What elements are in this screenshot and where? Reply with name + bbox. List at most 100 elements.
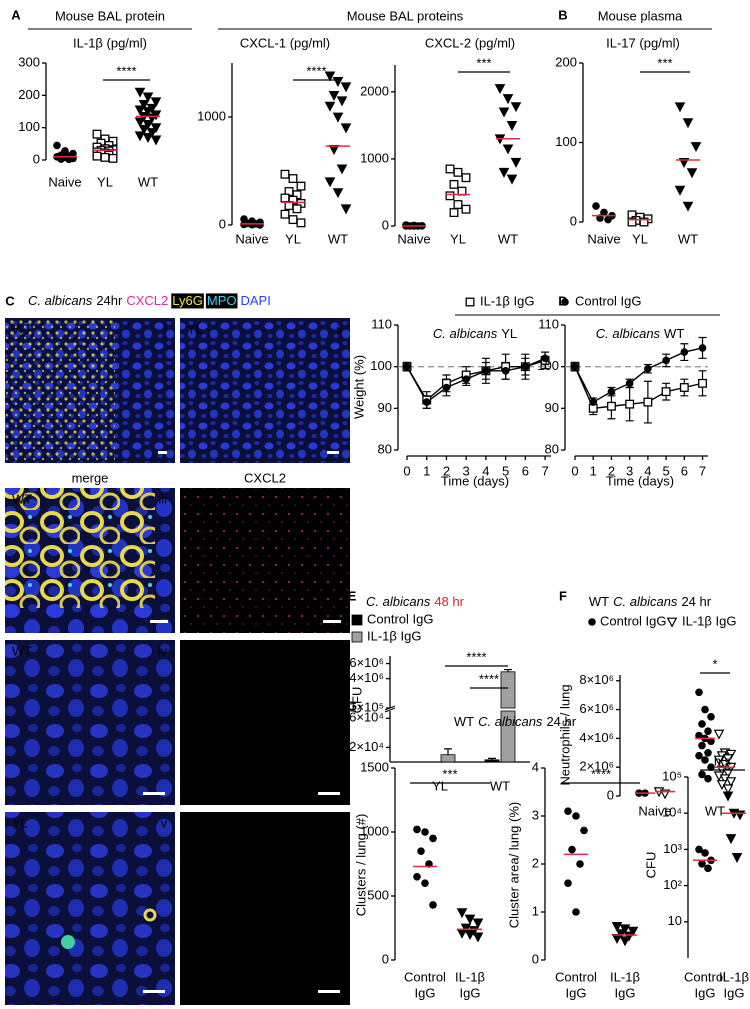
- data-point: [698, 344, 707, 352]
- data-point: [92, 129, 102, 139]
- x-tick-label: WT: [678, 231, 698, 246]
- x-tick-label: 1: [590, 463, 597, 478]
- micrograph-cell: [61, 935, 75, 949]
- data-point: [100, 152, 110, 162]
- data-point: [521, 362, 530, 371]
- error-bar: [504, 668, 512, 672]
- data-point: [682, 118, 694, 129]
- data-point: [462, 375, 470, 383]
- data-point: [572, 908, 580, 916]
- data-point: [661, 387, 671, 397]
- x-tick-label: Control: [404, 969, 446, 984]
- data-point: [592, 202, 600, 210]
- x-tick-label: WT: [498, 231, 518, 246]
- y-tick-label: 110: [538, 316, 559, 331]
- title-part: WT: [589, 594, 609, 609]
- data-point: [600, 208, 608, 217]
- x-tick-label: YL: [97, 174, 113, 189]
- x-tick-label: 1: [423, 463, 430, 478]
- title: C. albicans YL: [433, 326, 517, 341]
- data-point: [453, 167, 463, 177]
- x-tick-label: 3: [463, 463, 470, 478]
- panel-label: E: [348, 588, 357, 603]
- data-point: [701, 756, 709, 764]
- data-point: [248, 220, 256, 229]
- micrograph: [180, 812, 350, 1005]
- legend-marker: [588, 618, 596, 626]
- y-tick-label: 8×10⁶: [579, 672, 614, 687]
- data-point: [453, 200, 463, 209]
- tile-index: iii: [158, 491, 167, 506]
- data-point: [725, 834, 737, 845]
- data-point: [704, 727, 712, 735]
- legend-swatch: [351, 631, 363, 643]
- data-point: [722, 791, 734, 802]
- data-point: [138, 124, 150, 135]
- legend-marker: [666, 617, 678, 628]
- data-point: [701, 849, 709, 857]
- y-tick-label: 2×10⁴: [349, 739, 384, 754]
- data-point: [502, 144, 514, 155]
- panel-label: B: [558, 7, 567, 22]
- x-tick-label: Naive: [397, 231, 430, 246]
- data-point: [464, 929, 476, 940]
- y-axis-label: CXCL-2 (pg/ml): [425, 35, 515, 50]
- title-part: C. albicans: [478, 714, 543, 729]
- legend-marker: [561, 298, 569, 306]
- significance-label: ****: [479, 671, 499, 686]
- data-point: [704, 748, 712, 757]
- data-point: [340, 204, 352, 215]
- data-point: [324, 101, 336, 112]
- data-point: [506, 120, 518, 131]
- y-tick-label: 100: [537, 358, 559, 373]
- data-point: [292, 204, 302, 214]
- x-tick-label: 7: [699, 463, 706, 478]
- data-point: [142, 107, 154, 118]
- data-point: [280, 169, 290, 179]
- data-point: [607, 387, 616, 396]
- x-axis-label: Time (days): [606, 473, 674, 488]
- data-point: [146, 128, 158, 139]
- data-point: [501, 367, 510, 375]
- x-tick-label: 6: [681, 463, 688, 478]
- x-tick-label: YL: [450, 231, 466, 246]
- data-point: [482, 367, 490, 375]
- y-tick-label: 0: [382, 951, 389, 966]
- y-tick-label: 2×10⁶: [579, 759, 614, 774]
- data-point: [611, 933, 623, 944]
- data-point: [589, 398, 598, 406]
- legend-label: IL-1β IgG: [682, 613, 736, 628]
- y-tick-label: 0: [570, 213, 577, 228]
- x-tick-label: IgG: [566, 985, 587, 1000]
- data-point: [456, 908, 468, 919]
- title-part: C. albicans: [596, 326, 661, 341]
- data-point: [53, 141, 61, 150]
- title-part: C. albicans: [613, 594, 678, 609]
- y-tick-label: 0: [382, 217, 389, 232]
- data-point: [336, 96, 348, 107]
- legend-label: IL-1β IgG: [480, 293, 534, 308]
- axis-break: [384, 705, 396, 713]
- data-point: [422, 398, 431, 406]
- significance-label: *: [712, 656, 717, 671]
- y-tick-label: 10³: [663, 841, 682, 856]
- data-point: [713, 729, 725, 740]
- data-point: [256, 221, 264, 229]
- x-tick-label: IgG: [724, 985, 745, 1000]
- title: C. albicans 48 hr: [366, 594, 465, 609]
- data-point: [134, 87, 146, 98]
- tile-index: i: [164, 321, 167, 336]
- data-point: [564, 807, 572, 815]
- tile-label: YL: [12, 815, 28, 830]
- data-point: [662, 356, 670, 365]
- x-tick-label: 0: [403, 463, 410, 478]
- y-axis-label: IL-1β (pg/ml): [73, 35, 147, 50]
- data-point: [138, 99, 150, 110]
- data-point: [472, 918, 484, 929]
- data-point: [682, 201, 694, 212]
- significance-label: ****: [306, 63, 326, 78]
- tile-index: ii: [336, 321, 342, 336]
- title: WT C. albicans 24 hr: [454, 714, 577, 729]
- micrograph-cells: [5, 488, 155, 608]
- y-tick-label: 80: [545, 441, 559, 456]
